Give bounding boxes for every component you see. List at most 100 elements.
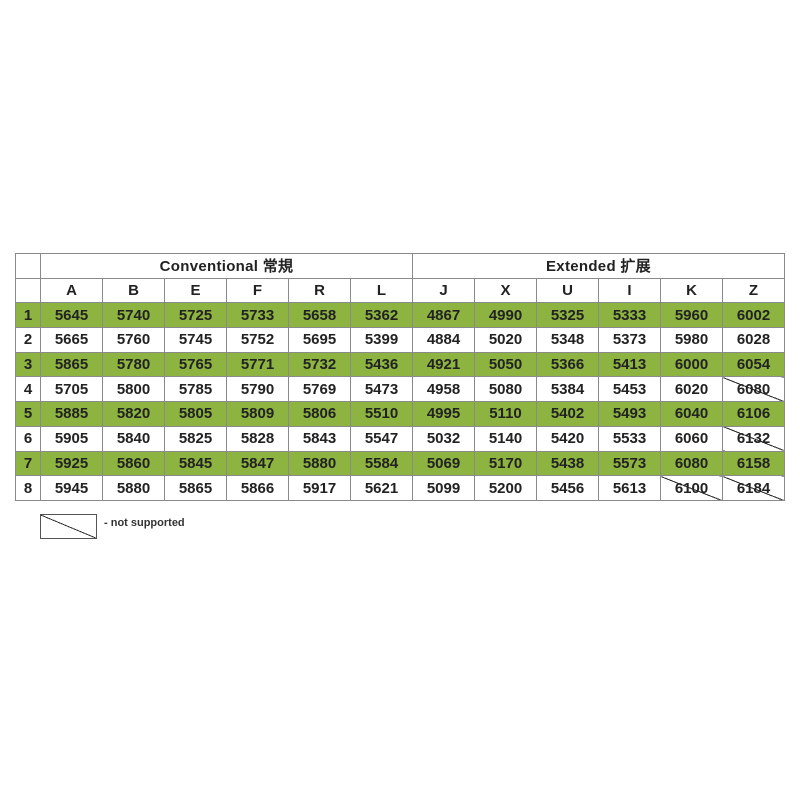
value-cell: 5785 [164,376,227,403]
value-cell-not-supported: 6106 [722,401,785,427]
value-cell: 5695 [288,327,351,353]
column-header: L [350,277,413,304]
table-row: 1 5645 5740 5725 5733 5658 5362 4867 4990 5325 533… [15,302,785,329]
row-number: 7 [15,450,41,477]
value-cell: 5745 [164,327,227,353]
value-cell: 6028 [722,327,785,353]
value-cell: 5110 [474,401,537,427]
group-header: Extended 扩展 [412,253,785,279]
value-cell: 5325 [536,302,599,329]
value-cell: 5945 [40,475,103,501]
value-cell: 5765 [164,351,227,378]
value-cell: 5866 [226,475,289,501]
value-cell: 5780 [102,351,165,378]
value-cell: 5769 [288,376,351,403]
value-cell: 5905 [40,425,103,452]
column-header: J [412,277,475,304]
value-cell: 5820 [102,401,165,427]
value-cell: 5510 [350,401,413,427]
value-cell: 5790 [226,376,289,403]
table-row: 8 5945 5880 5865 5866 5917 5621 5099 5200 5456 561… [15,475,785,501]
value-cell: 5413 [598,351,661,378]
table-row: 7 5925 5860 5845 5847 5880 5584 5069 5170 5438 557… [15,450,785,477]
value-cell: 6054 [722,351,785,378]
value-cell: 4995 [412,401,475,427]
value-cell: 4958 [412,376,475,403]
value-cell-not-supported: 6100 [660,475,723,501]
column-header: Z [722,277,785,304]
table-row: 3 5865 5780 5765 5771 5732 5436 4921 5050 5366 541… [15,351,785,378]
value-cell-not-supported: 6080 [660,450,723,477]
value-cell: 5860 [102,450,165,477]
value-cell: 4884 [412,327,475,353]
value-cell: 5533 [598,425,661,452]
value-cell: 5705 [40,376,103,403]
column-header: E [164,277,227,304]
value-cell: 4990 [474,302,537,329]
value-cell: 5880 [288,450,351,477]
value-cell: 5809 [226,401,289,427]
value-cell: 6000 [660,351,723,378]
group-header-row: Conventional 常規 Extended 扩展 [15,253,785,279]
legend-label: - not supported [104,517,185,529]
row-number: 2 [15,327,41,353]
value-cell: 5584 [350,450,413,477]
value-cell: 5547 [350,425,413,452]
value-cell: 5099 [412,475,475,501]
value-cell: 5760 [102,327,165,353]
group-header: Conventional 常規 [40,253,413,279]
column-header: I [598,277,661,304]
value-cell: 5806 [288,401,351,427]
value-cell: 5621 [350,475,413,501]
column-header: A [40,277,103,304]
value-cell: 6002 [722,302,785,329]
value-cell: 5847 [226,450,289,477]
value-cell: 5140 [474,425,537,452]
value-cell: 5456 [536,475,599,501]
corner-cell [15,277,41,304]
value-cell: 5665 [40,327,103,353]
table-row: 5 5885 5820 5805 5809 5806 5510 4995 5110 5402 549… [15,401,785,427]
value-cell: 5333 [598,302,661,329]
value-cell: 5020 [474,327,537,353]
value-cell: 5493 [598,401,661,427]
corner-cell [15,253,41,279]
value-cell: 5420 [536,425,599,452]
value-cell: 5348 [536,327,599,353]
row-number: 3 [15,351,41,378]
value-cell-not-supported: 6158 [722,450,785,477]
value-cell: 5865 [164,475,227,501]
value-cell: 5733 [226,302,289,329]
value-cell: 5865 [40,351,103,378]
table-row: 4 5705 5800 5785 5790 5769 5473 4958 5080 5384 545… [15,376,785,403]
value-cell: 5805 [164,401,227,427]
value-cell: 5373 [598,327,661,353]
value-cell: 4867 [412,302,475,329]
value-cell: 5362 [350,302,413,329]
value-cell: 5725 [164,302,227,329]
value-cell: 5080 [474,376,537,403]
value-cell: 5880 [102,475,165,501]
table-row: 2 5665 5760 5745 5752 5695 5399 4884 5020 5348 537… [15,327,785,353]
row-number: 5 [15,401,41,427]
value-cell: 5613 [598,475,661,501]
column-header: K [660,277,723,304]
column-header: X [474,277,537,304]
value-cell: 5200 [474,475,537,501]
value-cell: 5170 [474,450,537,477]
row-number: 4 [15,376,41,403]
value-cell: 5436 [350,351,413,378]
value-cell: 5843 [288,425,351,452]
value-cell: 5917 [288,475,351,501]
value-cell: 6060 [660,425,723,452]
value-cell: 5366 [536,351,599,378]
value-cell: 6040 [660,401,723,427]
value-cell: 5384 [536,376,599,403]
value-cell: 5402 [536,401,599,427]
value-cell: 5752 [226,327,289,353]
value-cell: 5453 [598,376,661,403]
value-cell: 5980 [660,327,723,353]
value-cell-not-supported: 6184 [722,475,785,501]
table-row: 6 5905 5840 5825 5828 5843 5547 5032 5140 5420 553… [15,425,785,452]
